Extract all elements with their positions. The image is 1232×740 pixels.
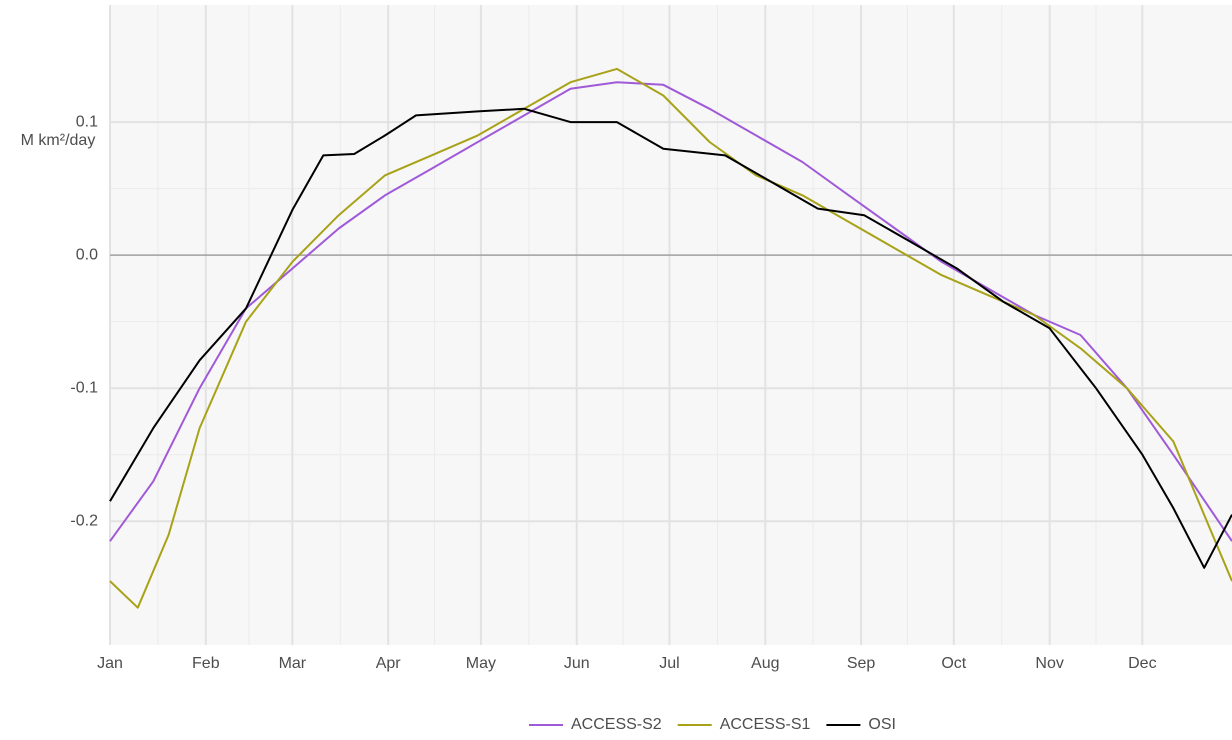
x-tick-label: Aug (751, 655, 779, 672)
x-tick-label: Sep (847, 655, 876, 672)
x-tick-label: Jul (659, 655, 679, 672)
x-tick-label: Jun (564, 655, 590, 672)
x-tick-label: Oct (941, 655, 966, 672)
x-tick-label: Jan (97, 655, 123, 672)
x-tick-label: Apr (376, 655, 402, 672)
legend: ACCESS-S2 ACCESS-S1 OSI (529, 716, 896, 733)
x-tick-label: Mar (279, 655, 307, 672)
legend-label: ACCESS-S2 (571, 716, 662, 733)
y-tick-label: 0.0 (76, 246, 98, 263)
x-tick-label: Dec (1128, 655, 1156, 672)
legend-label: ACCESS-S1 (720, 716, 811, 733)
x-tick-label: Nov (1035, 655, 1063, 672)
x-tick-label: Feb (192, 655, 220, 672)
y-tick-label: -0.2 (70, 512, 98, 529)
y-tick-label: -0.1 (70, 379, 98, 396)
series-line (109, 107, 1232, 569)
y-tick-label: 0.1 (76, 113, 98, 130)
series-line (109, 67, 1232, 609)
x-tick-label: May (466, 655, 496, 672)
legend-label: OSI (868, 716, 896, 733)
y-axis-label: M km²/day (21, 132, 96, 149)
plot-background (110, 5, 1232, 645)
